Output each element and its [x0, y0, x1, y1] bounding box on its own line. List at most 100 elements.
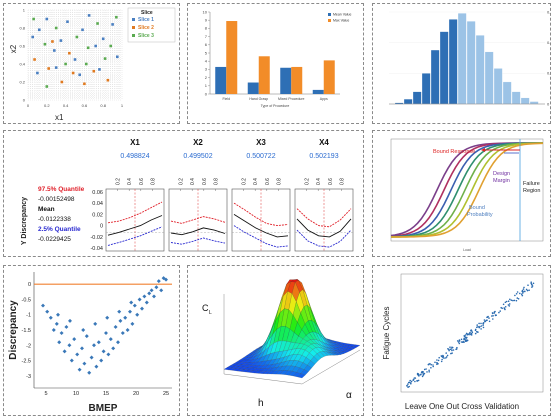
factor-current-value: 0.498824: [120, 153, 149, 160]
data-point: [470, 329, 472, 332]
data-point: [469, 332, 471, 335]
x-tick-label: 0: [27, 103, 30, 108]
factor-title: X2: [193, 138, 203, 147]
data-point: [31, 35, 34, 39]
data-point: [83, 82, 86, 86]
x-tick-label: 0.2: [44, 103, 50, 108]
data-point: [159, 288, 164, 293]
data-point: [522, 288, 525, 290]
y-tick-label: 0: [205, 91, 208, 96]
data-point: [106, 78, 110, 82]
bar: [215, 66, 227, 94]
data-point: [104, 331, 108, 336]
histogram-chart: 0 0.05 0.1 0.15: [389, 9, 551, 106]
data-point: [466, 336, 468, 339]
histogram-bar: [529, 101, 539, 105]
y-axis-label: Fatigue Cycles: [382, 307, 391, 360]
data-point: [144, 300, 149, 305]
data-point: [516, 297, 519, 299]
data-point: [51, 40, 54, 43]
data-point: [135, 312, 140, 317]
data-point: [430, 367, 432, 369]
data-point: [488, 317, 490, 319]
y-tick-label: -1: [26, 313, 31, 319]
data-point: [468, 333, 470, 336]
data-point: [120, 331, 125, 336]
factor-title: X4: [319, 138, 329, 147]
data-point: [129, 300, 134, 305]
y-axis-label: Discrepancy: [8, 300, 19, 360]
data-point: [84, 334, 89, 339]
data-point: [142, 294, 147, 299]
data-point: [407, 383, 409, 385]
bmep-scatter-panel: 0 -0.5 -1 -1.5 -2 -2.5 -3 5 10 15 20 25 BMEP Discrepa…: [3, 265, 180, 416]
data-point: [98, 68, 101, 71]
data-point: [59, 39, 63, 42]
histogram-bar: [475, 35, 485, 105]
bar: [226, 21, 238, 94]
data-point: [474, 332, 477, 335]
data-point: [488, 320, 491, 323]
data-point: [508, 303, 511, 305]
upper-quantile-line: [107, 201, 163, 224]
data-point: [156, 279, 161, 284]
slice-scatter-panel: 0 0.2 0.4 0.6 0.8 1 0 0.2 0.4 0.6 0.8 1 x1 x2 Slice Sli…: [3, 3, 180, 124]
upper-quantile-line: [170, 216, 226, 224]
data-point: [500, 306, 502, 309]
data-point: [416, 380, 418, 382]
data-point: [103, 57, 107, 60]
data-point: [101, 349, 106, 354]
data-point: [45, 85, 49, 88]
data-point: [521, 289, 524, 292]
data-point: [482, 326, 485, 329]
data-point: [32, 17, 35, 21]
data-point: [436, 359, 438, 361]
legend-box: [127, 7, 176, 43]
histogram-panel: 0 0.05 0.1 0.15: [372, 3, 551, 124]
legend-entry: Mean Value: [333, 13, 351, 17]
data-point: [450, 352, 452, 355]
data-point: [72, 337, 77, 342]
quantile-upper-label: 97.5% Quantile: [38, 186, 85, 193]
data-point: [68, 318, 72, 323]
data-point: [520, 293, 523, 295]
data-point: [505, 300, 508, 303]
upper-quantile-line: [233, 202, 289, 227]
x-tick-label: 0.4: [63, 103, 69, 108]
data-point: [441, 355, 443, 358]
y-tick-label: 0.8: [19, 26, 25, 31]
x-axis-label: h: [258, 398, 264, 409]
data-point: [419, 373, 422, 376]
data-point: [109, 44, 113, 48]
histogram-bar: [466, 21, 476, 105]
response-curve: [391, 142, 544, 238]
mean-line: [107, 215, 163, 236]
profile-frame: [105, 188, 165, 252]
bar: [312, 89, 324, 94]
data-point: [491, 315, 493, 317]
y-tick-label: 0.05: [547, 71, 551, 76]
data-point: [93, 321, 98, 326]
data-point: [81, 28, 84, 32]
data-point: [423, 372, 425, 375]
data-point: [99, 358, 104, 363]
x-tick-label: 0.4: [127, 178, 133, 185]
data-point: [449, 348, 452, 351]
data-point: [530, 281, 532, 283]
data-point: [56, 312, 60, 317]
x-tick-label: 10: [73, 391, 79, 397]
x-tick-label: 15: [103, 391, 109, 397]
data-point: [422, 370, 424, 373]
data-point: [62, 349, 67, 354]
data-point: [96, 340, 101, 345]
data-point: [531, 285, 534, 287]
quantile-lower-label: 2.5% Quantile: [38, 226, 81, 233]
lower-quantile-line: [107, 226, 163, 246]
data-point: [526, 289, 529, 292]
category-label: Mixed Procedure: [278, 97, 305, 101]
data-point: [92, 343, 96, 348]
data-point: [463, 335, 466, 337]
data-point: [154, 285, 159, 290]
